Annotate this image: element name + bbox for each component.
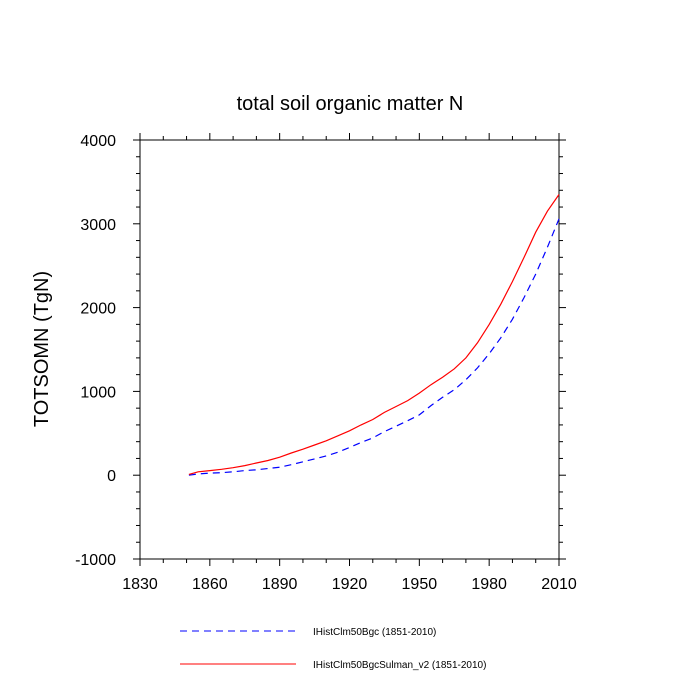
chart-title: total soil organic matter N — [237, 93, 464, 115]
plot-frame — [139, 139, 560, 560]
y-tick-label: -1000 — [75, 552, 116, 569]
y-tick-label: 1000 — [80, 384, 116, 401]
x-tick-label: 1980 — [471, 576, 507, 593]
x-tick-label: 1950 — [402, 576, 438, 593]
y-tick-label: 4000 — [80, 133, 116, 150]
x-tick-label: 2010 — [541, 576, 577, 593]
y-tick-label: 2000 — [80, 301, 116, 318]
legend-label-2: IHistClm50BgcSulman_v2 (1851-2010) — [313, 660, 486, 671]
axis-ticks — [133, 133, 566, 566]
x-tick-label: 1890 — [262, 576, 298, 593]
y-tick-label: 0 — [107, 468, 116, 485]
y-tick-label: 3000 — [80, 217, 116, 234]
series-lines — [188, 194, 560, 476]
x-tick-label: 1830 — [122, 576, 158, 593]
tick-labels: 1830 1860 1890 1920 1950 1980 2010 -1000 0 1000 20… — [75, 133, 577, 593]
series-line-2 — [188, 194, 560, 475]
legend: IHistClm50Bgc (1851-2010) IHistClm50BgcSu… — [180, 627, 486, 671]
x-tick-label: 1860 — [192, 576, 228, 593]
x-tick-label: 1920 — [332, 576, 368, 593]
series-line-1 — [188, 218, 560, 476]
y-axis-label: TOTSOMN (TgN) — [31, 271, 53, 427]
legend-label-1: IHistClm50Bgc (1851-2010) — [313, 627, 436, 638]
